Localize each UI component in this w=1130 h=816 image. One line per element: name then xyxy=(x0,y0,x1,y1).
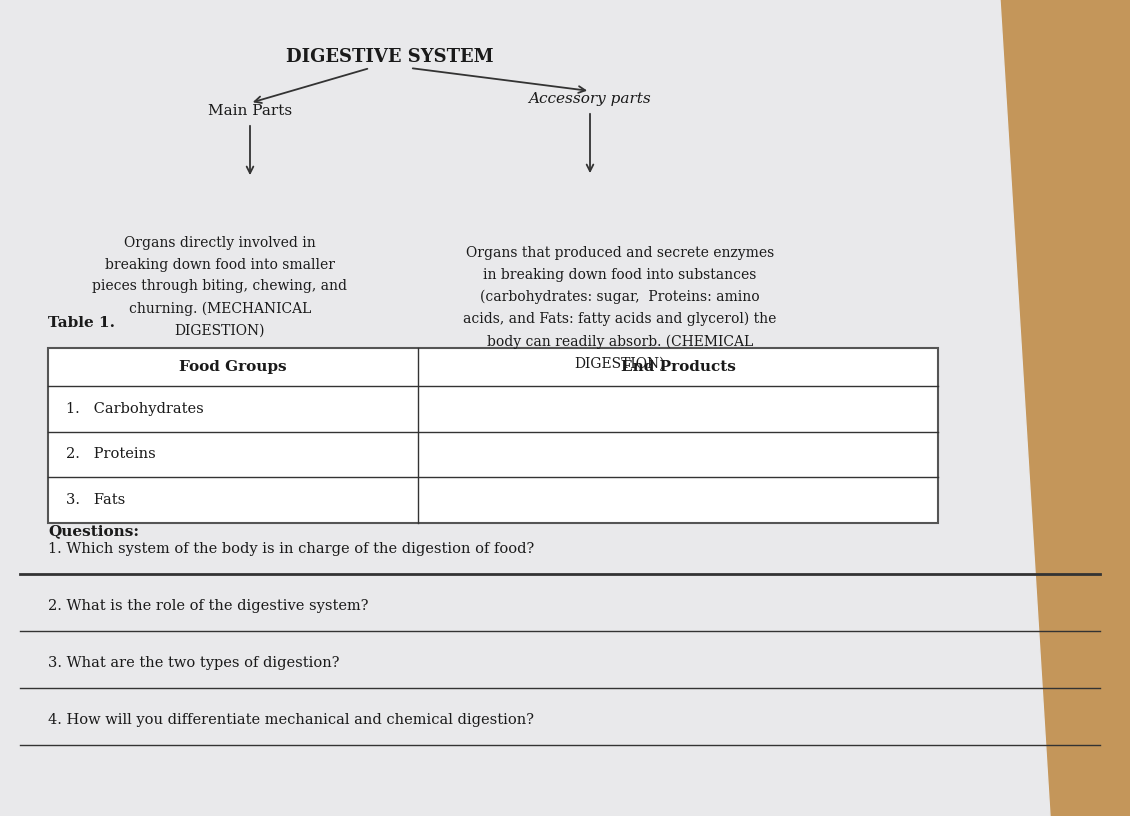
Text: Organs that produced and secrete enzymes
in breaking down food into substances
(: Organs that produced and secrete enzymes… xyxy=(463,246,776,370)
Text: 1.   Carbohydrates: 1. Carbohydrates xyxy=(66,401,203,416)
Text: 3. What are the two types of digestion?: 3. What are the two types of digestion? xyxy=(47,656,339,670)
Text: End Products: End Products xyxy=(620,360,736,374)
Bar xyxy=(47,348,938,523)
Text: 3.   Fats: 3. Fats xyxy=(66,493,125,508)
Polygon shape xyxy=(0,0,1050,816)
Text: 2. What is the role of the digestive system?: 2. What is the role of the digestive sys… xyxy=(47,599,368,613)
Text: DIGESTIVE SYSTEM: DIGESTIVE SYSTEM xyxy=(286,48,494,66)
Polygon shape xyxy=(850,0,1130,236)
Text: Accessory parts: Accessory parts xyxy=(529,92,651,106)
Text: 4. How will you differentiate mechanical and chemical digestion?: 4. How will you differentiate mechanical… xyxy=(47,713,534,727)
Text: Table 1.: Table 1. xyxy=(47,316,115,330)
Text: 1. Which system of the body is in charge of the digestion of food?: 1. Which system of the body is in charge… xyxy=(47,542,534,556)
Text: Questions:: Questions: xyxy=(47,524,139,538)
Text: Food Groups: Food Groups xyxy=(180,360,287,374)
Polygon shape xyxy=(899,0,1130,166)
Text: Main Parts: Main Parts xyxy=(208,104,292,118)
Text: Organs directly involved in
breaking down food into smaller
pieces through bitin: Organs directly involved in breaking dow… xyxy=(93,236,348,338)
Text: 2.   Proteins: 2. Proteins xyxy=(66,447,156,462)
